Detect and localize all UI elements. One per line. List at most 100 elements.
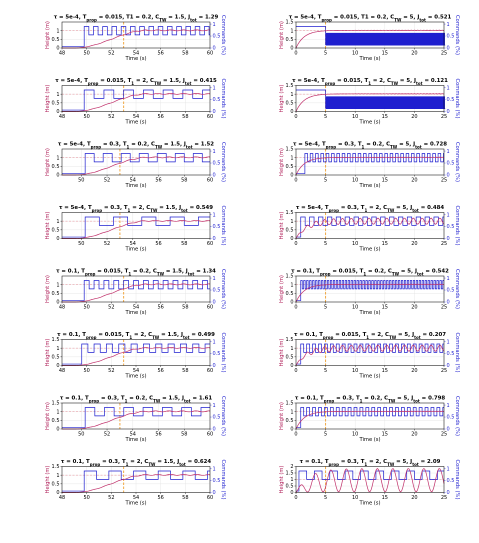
plot-frame [61,148,211,176]
y-tick-left-label: 0.5 [286,228,294,234]
y-axis-label-left: Height (m) [45,85,51,113]
y-axis-label-left: Height (m) [279,85,285,113]
x-tick-label: 54 [130,241,136,247]
y-axis-label-left: Height (m) [45,275,51,303]
x-tick-label: 15 [382,241,388,247]
y-tick-left-label: 0.5 [52,164,60,170]
x-tick-label: 50 [83,114,89,120]
commands-series [296,280,444,301]
y-tick-right-label: 1 [213,276,216,282]
y-tick-right-label: 1 [447,22,450,28]
height-series [295,344,445,366]
y-axis-label-right: Commands (%) [220,142,226,182]
x-tick-label: 56 [157,495,163,501]
y-axis-label-left: Height (m) [45,466,51,494]
x-tick-label: 20 [411,305,417,311]
y-tick-right-label: 0.5 [447,351,455,357]
x-tick-label: 0 [294,495,297,501]
y-tick-right-label: 1 [447,466,450,472]
x-axis-label: Time (s) [358,310,380,316]
y-tick-right-label: 1 [447,403,450,409]
chart-panel-13: τ = 0.1, Tprop = 0.3, T1 = 0.2, CTW = 1.… [45,396,226,444]
y-tick-left-label: 0.5 [52,355,60,361]
x-tick-label: 0 [294,114,297,120]
height-series [62,29,211,49]
height-series [62,346,211,366]
y-tick-left-label: 0.5 [286,164,294,170]
height-series [62,219,211,239]
x-tick-label: 56 [157,51,163,57]
y-tick-left-label: 2 [290,464,293,470]
y-tick-left-label: 1 [56,219,59,225]
x-axis-label: Time (s) [124,501,146,507]
y-axis-label-right: Commands (%) [454,15,460,55]
x-tick-label: 20 [411,51,417,57]
x-tick-label: 48 [59,114,65,120]
y-tick-left-label: 0 [56,173,59,179]
y-tick-right-label: 1 [213,339,216,345]
chart-title: τ = 0.1, Tprop = 0.3, T1 = 0.2, CTW = 5,… [295,396,445,404]
chart-title: τ = 5e-4, Tprop = 0.015, T1 = 0.2, CTW =… [289,15,452,23]
y-tick-left-label: 0.5 [286,484,294,490]
x-tick-label: 5 [324,114,327,120]
y-tick-left-label: 1.5 [286,147,294,153]
height-series [62,92,211,112]
commands-series [296,343,444,365]
x-tick-label: 15 [382,178,388,184]
x-tick-label: 52 [108,495,114,501]
y-tick-right-label: 1 [213,149,216,155]
x-tick-label: 56 [155,432,161,438]
x-axis-label: Time (s) [358,374,380,380]
y-tick-left-label: 0.5 [286,291,294,297]
y-tick-right-label: 1 [213,85,216,91]
y-tick-left-label: 1 [56,92,59,98]
height-series [295,410,445,430]
x-tick-label: 15 [382,305,388,311]
x-tick-label: 54 [133,368,139,374]
y-tick-right-label: 1 [447,85,450,91]
y-tick-right-label: 0 [447,173,450,179]
height-series [295,29,445,49]
x-axis-label: Time (s) [124,56,146,62]
height-series [62,283,211,303]
chart-panel-5: τ = 5e-4, Tprop = 0.3, T1 = 0.2, CTW = 1… [45,142,226,190]
x-tick-label: 20 [411,178,417,184]
chart-title: τ = 0.1, Tprop = 0.015, T1 = 2, CTW = 5,… [294,332,446,340]
x-tick-label: 0 [294,368,297,374]
x-tick-label: 25 [441,495,447,501]
commands-series [296,26,446,46]
x-tick-label: 58 [181,178,187,184]
chart-panel-11: τ = 0.1, Tprop = 0.015, T1 = 2, CTW = 1.… [45,332,226,380]
commands-series [296,470,444,492]
y-tick-left-label: 0.5 [52,418,60,424]
x-tick-label: 50 [83,495,89,501]
y-tick-right-label: 0.5 [213,288,221,294]
height-series [62,473,211,493]
commands-series [62,470,210,492]
height-series [295,217,445,239]
chart-title: τ = 0.1, Tprop = 0.3, T1 = 0.2, CTW = 1.… [60,396,213,404]
y-tick-right-label: 0.5 [213,97,221,103]
x-axis-label: Time (s) [124,310,146,316]
y-tick-right-label: 0.5 [447,415,455,421]
y-tick-right-label: 1 [213,22,216,28]
y-tick-left-label: 1 [56,346,59,352]
chart-panel-9: τ = 0.1, Tprop = 0.015, T1 = 0.2, CTW = … [45,269,226,317]
plot-frame [295,21,445,49]
y-tick-right-label: 0.5 [213,161,221,167]
x-tick-label: 25 [441,432,447,438]
x-tick-label: 56 [155,241,161,247]
chart-title: τ = 0.1, Tprop = 0.015, T1 = 0.2, CTW = … [291,269,449,277]
y-tick-left-label: 1.5 [52,464,60,470]
y-tick-right-label: 0.5 [447,97,455,103]
x-tick-label: 5 [324,432,327,438]
y-tick-right-label: 0 [213,300,216,306]
y-tick-right-label: 0 [213,427,216,433]
chart-panel-7: τ = 5e-4, Tprop = 0.3, T1 = 2, CTW = 1.5… [45,205,226,253]
y-tick-right-label: 0 [447,236,450,242]
y-tick-left-label: 1.5 [286,274,294,280]
x-tick-label: 52 [108,51,114,57]
chart-panel-2: τ = 5e-4, Tprop = 0.015, T1 = 0.2, CTW =… [279,15,460,63]
x-tick-label: 60 [207,178,213,184]
y-tick-left-label: 1 [56,155,59,161]
